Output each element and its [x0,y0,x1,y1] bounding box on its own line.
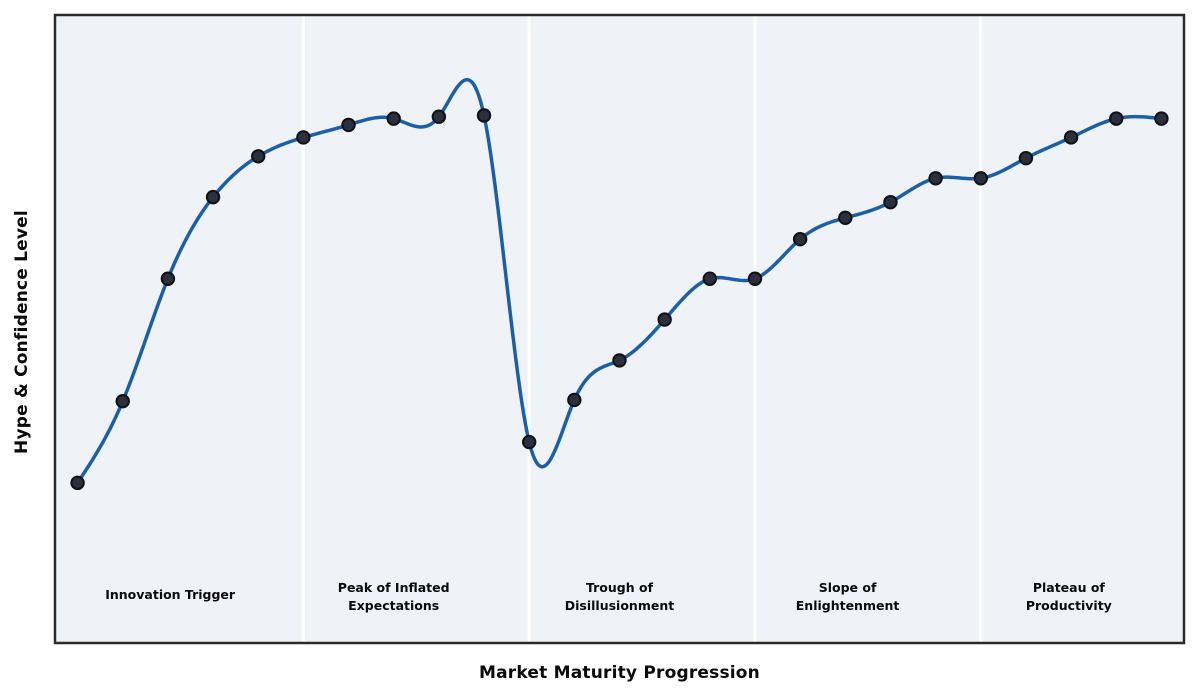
data-point [567,392,582,408]
data-point [792,231,808,247]
phase-label: Slope of Enlightenment [796,580,900,613]
data-point [386,111,401,126]
phase-label: Trough of Disillusionment [565,580,674,613]
data-point [476,108,492,123]
data-point [973,171,988,186]
data-point [521,434,537,450]
data-point [431,109,447,124]
data-point [883,194,898,210]
plot-border [53,13,1186,645]
data-point [205,189,221,205]
data-point [160,271,176,286]
data-point [1154,111,1169,126]
data-point [928,171,943,186]
data-point [1109,111,1124,126]
phase-label: Peak of Inflated Expectations [338,580,450,613]
data-point [115,394,130,409]
data-point [702,271,718,286]
data-point [657,312,672,327]
data-point [612,353,627,368]
data-point [838,210,853,226]
phase-label: Innovation Trigger [105,587,236,602]
plot-background [55,15,1184,643]
data-point [70,475,85,491]
data-point [296,130,311,145]
data-point [1063,130,1079,145]
phase-label: Plateau of Productivity [1026,580,1112,613]
data-point [747,271,763,286]
data-point [251,149,266,164]
x-axis-title: Market Maturity Progression [478,663,760,683]
data-point [341,117,356,133]
y-axis-title: Hype & Confidence Level [12,210,32,454]
data-point [1018,150,1034,166]
